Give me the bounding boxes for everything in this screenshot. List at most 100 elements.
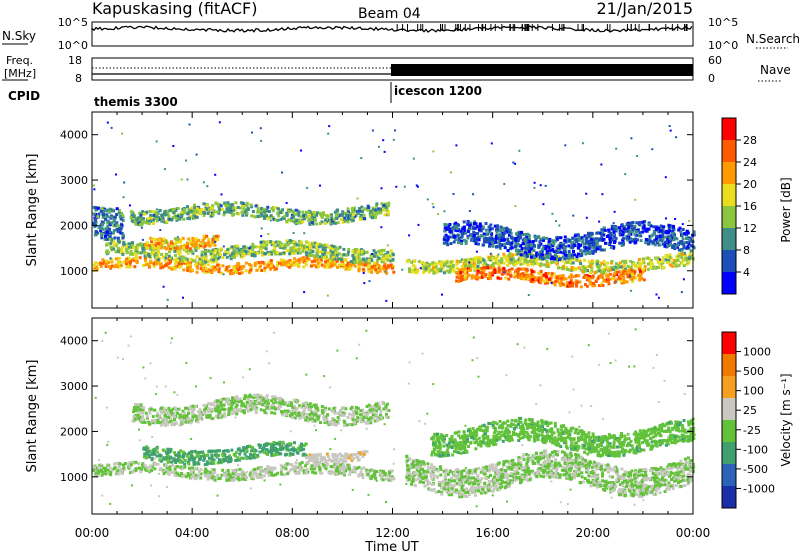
power-data-cell <box>540 275 544 279</box>
power-data-cell <box>654 266 658 270</box>
power-data-cell <box>316 211 319 215</box>
power-data-cell <box>489 227 493 231</box>
power-data-cell <box>550 281 553 284</box>
velocity-data-cell <box>387 478 391 482</box>
power-data-cell <box>440 263 444 267</box>
velocity-data-cell <box>150 449 153 453</box>
power-data-cell <box>451 227 455 231</box>
power-data-cell <box>148 220 152 223</box>
power-data-cell <box>322 243 326 247</box>
power-data-cell <box>157 246 161 250</box>
power-data-cell <box>604 272 608 276</box>
power-data-cell <box>123 181 126 184</box>
velocity-data-cell <box>251 446 255 450</box>
power-data-cell <box>128 265 132 269</box>
power-data-cell <box>278 244 282 248</box>
power-data-cell <box>198 260 202 264</box>
power-data-cell <box>410 260 414 264</box>
power-data-cell <box>212 209 216 213</box>
power-data-cell <box>550 257 553 261</box>
velocity-data-cell <box>238 458 242 462</box>
power-data-cell <box>593 284 597 287</box>
power-colorbar-segment <box>722 206 736 228</box>
velocity-data-cell <box>270 468 274 472</box>
velocity-data-cell <box>247 456 251 459</box>
power-data-cell <box>277 214 281 218</box>
power-data-cell <box>379 265 383 269</box>
power-data-cell <box>559 242 563 246</box>
power-data-cell <box>561 264 565 268</box>
power-data-cell <box>674 264 678 268</box>
velocity-data-cell <box>164 458 168 462</box>
power-data-cell <box>510 252 514 256</box>
power-data-cell <box>276 263 279 267</box>
velocity-data-cell <box>381 478 385 482</box>
power-data-cell <box>495 255 499 258</box>
power-data-cell <box>227 251 231 255</box>
power-data-cell <box>626 275 630 279</box>
velocity-data-cell <box>255 455 258 459</box>
power-data-cell <box>234 269 238 273</box>
power-data-cell <box>631 228 635 231</box>
power-data-cell <box>539 255 543 259</box>
power-data-cell <box>339 218 343 221</box>
power-data-cell <box>109 257 112 260</box>
power-data-cell <box>510 236 514 240</box>
power-data-cell <box>564 284 568 288</box>
power-data-cell <box>661 235 664 238</box>
power-data-cell <box>384 270 387 273</box>
power-data-cell <box>360 248 364 252</box>
power-data-cell <box>173 262 177 266</box>
power-data-cell <box>507 230 511 234</box>
velocity-data-cell <box>318 468 322 472</box>
velocity-data-cell <box>184 475 188 479</box>
power-data-cell <box>323 256 326 260</box>
power-data-cell <box>420 261 424 265</box>
velocity-data-cell <box>147 466 151 470</box>
power-data-cell <box>655 293 658 296</box>
power-data-cell <box>473 236 477 240</box>
power-data-cell <box>519 267 523 271</box>
power-data-cell <box>113 215 117 219</box>
power-data-cell <box>545 276 549 280</box>
power-data-cell <box>601 193 604 196</box>
power-data-cell <box>618 277 622 280</box>
velocity-data-cell <box>97 466 101 470</box>
power-data-cell <box>602 263 606 267</box>
power-data-cell <box>97 212 101 216</box>
power-data-cell <box>607 234 611 238</box>
power-data-cell <box>607 230 611 234</box>
velocity-data-cell <box>357 465 361 469</box>
power-colorbar-tick-label: 16 <box>743 200 757 213</box>
velocity-data-cell <box>140 468 144 472</box>
power-data-cell <box>496 227 499 231</box>
velocity-data-cell <box>172 470 176 474</box>
power-data-cell <box>544 247 548 251</box>
power-data-cell <box>571 244 575 248</box>
power-data-cell <box>562 244 565 247</box>
power-data-cell <box>628 240 632 244</box>
power-data-cell <box>519 244 523 248</box>
power-data-cell <box>675 237 679 241</box>
velocity-data-cell <box>207 476 211 480</box>
power-data-cell <box>193 203 196 207</box>
power-data-cell <box>537 245 541 249</box>
power-data-cell <box>312 254 316 258</box>
power-data-cell <box>125 259 129 263</box>
power-data-cell <box>468 265 472 269</box>
freq-tick-top: 18 <box>68 54 82 67</box>
power-data-cell <box>230 252 234 256</box>
power-data-cell <box>229 208 233 212</box>
power-data-cell <box>145 210 149 214</box>
power-data-cell <box>603 269 606 273</box>
power-data-cell <box>457 236 461 240</box>
power-data-cell <box>530 247 533 251</box>
power-data-cell <box>445 269 449 273</box>
velocity-data-cell <box>155 450 159 454</box>
power-data-cell <box>481 227 485 231</box>
power-data-cell <box>157 216 160 220</box>
power-data-cell <box>374 268 378 272</box>
velocity-data-cell <box>309 467 313 471</box>
velocity-data-cell <box>145 466 149 470</box>
power-data-cell <box>190 206 194 210</box>
